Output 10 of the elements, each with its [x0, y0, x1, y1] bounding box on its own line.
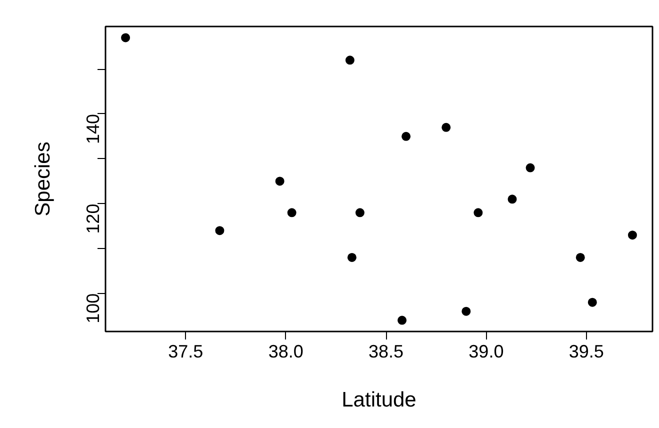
x-tick-label: 37.5: [168, 342, 204, 362]
y-axis-title: Species: [32, 142, 54, 216]
y-tick-label: 120: [83, 204, 103, 234]
y-tick-label: 100: [83, 293, 103, 324]
x-tick-label: 39.5: [568, 342, 604, 362]
x-tick-label: 38.0: [268, 342, 304, 362]
x-tick-label: 39.0: [468, 342, 504, 362]
y-tick-label: 140: [83, 114, 103, 144]
x-axis-title: Latitude: [342, 388, 416, 412]
x-tick-label: 38.5: [368, 342, 404, 362]
